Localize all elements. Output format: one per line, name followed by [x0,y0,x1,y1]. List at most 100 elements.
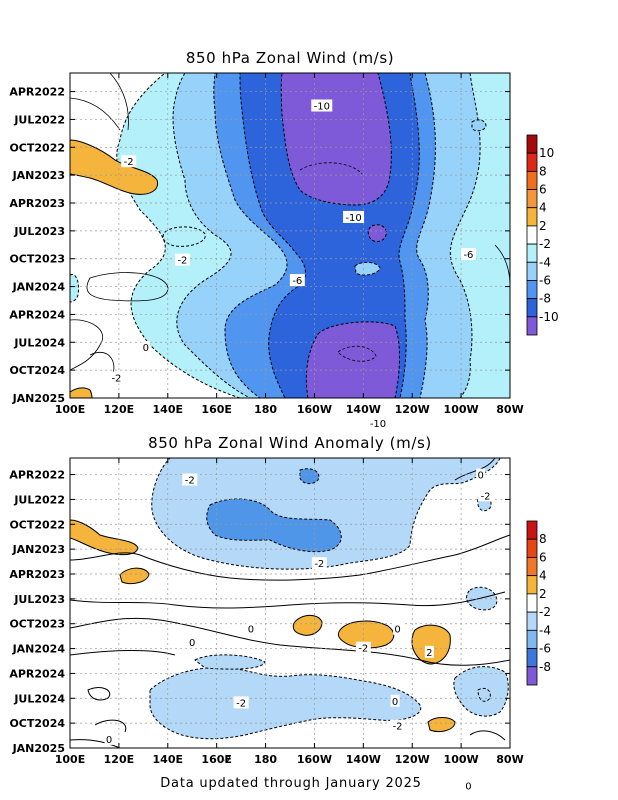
contour-label-bg [390,719,406,732]
top-plot-frame [69,72,511,399]
x-tick-label: 120E [104,753,134,766]
contour-label: 0 [394,625,400,636]
contour-label-bg [246,622,256,635]
y-tick-label: APR2023 [9,568,65,581]
y-tick-label: JUL2024 [13,336,65,349]
colorbar-swatch [526,611,538,631]
colorbar-label: 6 [539,550,547,564]
x-tick-label: 180 [254,403,277,416]
x-tick-label: 140E [153,403,183,416]
top-westerly-1 [70,139,159,195]
bottom-neg-core2 [299,468,320,485]
contour-label: -2 [358,644,368,655]
colorbar-label: -6 [539,642,551,656]
bottom-neg-mid [149,666,422,740]
y-tick-label: APR2023 [9,197,65,210]
bottom-pos-1 [70,519,139,556]
colorbar-swatch [526,261,538,281]
bottom-pos-5 [411,624,451,665]
colorbar-swatch [526,593,538,613]
y-tick-label: OCT2022 [9,141,65,154]
y-tick-label: APR2024 [9,667,65,680]
contour-label-bg [104,732,114,745]
y-tick-label: JAN2023 [12,169,65,182]
colorbar-swatch [526,170,538,190]
contour-label-bg [187,635,197,648]
contour-label-bg [182,473,198,486]
colorbar-swatch [526,189,538,209]
top-gridlines [70,73,510,398]
contour-label-bg [174,253,190,266]
colorbar-label: 4 [539,201,547,215]
bottom-chart-title: 850 hPa Zonal Wind Anomaly (m/s) [148,434,432,452]
y-tick-label: JAN2024 [12,643,66,656]
y-tick-label: APR2022 [9,86,65,99]
contour-label: -2 [111,374,121,385]
bottom-contour-labels: 0 -2 -2 -2 0 0 0 -2 2 -2 0 -2 0 -2 0 [104,468,494,792]
contour-label-bg [311,557,327,570]
bottom-anomaly-field [70,458,510,748]
x-tick-label: 160E [201,403,231,416]
colorbar-label: 2 [539,587,547,601]
contour-label: 0 [248,625,254,636]
x-tick-label: 120W [395,403,430,416]
colorbar-swatch [526,134,538,154]
colorbar-swatch [526,316,538,336]
x-tick-label: 140W [346,403,381,416]
x-tick-label: 100W [444,753,479,766]
colorbar-label: 2 [539,219,547,233]
contour-label-bg [355,641,371,654]
colorbar-label: -8 [539,660,551,674]
top-chart-title: 850 hPa Zonal Wind (m/s) [186,49,394,67]
colorbar-label: -2 [539,605,551,619]
colorbar-swatch [526,280,538,300]
top-axes: 100E 120E 140E 160E 180 160W 140W 120W 100W 80W AP… [9,73,524,416]
colorbar-swatch [526,538,538,558]
x-tick-label: 100W [444,403,479,416]
x-tick-label: 160E [201,753,231,766]
contour-label: 2 [426,648,432,659]
colorbar-swatch [526,243,538,263]
colorbar-swatch [526,152,538,172]
contour-label-bg [460,248,476,261]
contour-label: -10 [345,213,361,224]
contour-label-bg [108,371,124,384]
bottom-neg-mid2 [194,654,266,670]
contour-label: -6 [292,276,302,287]
contour-label-bg [476,468,486,481]
y-tick-label: JUL2024 [13,692,65,705]
colorbar-swatch [526,575,538,595]
contour-label: -10 [314,102,330,113]
bottom-axes: 100E 120E 140E 160E 180 160W 140W 120W 100W 80W AP… [9,458,524,766]
contour-label: -2 [314,559,324,570]
y-tick-label: OCT2023 [9,618,65,631]
colorbar-swatch [526,298,538,318]
colorbar-label: -4 [539,255,551,269]
colorbar-swatch [526,629,538,649]
bottom-neg-core [206,498,342,553]
contour-label-bg [367,417,389,430]
y-tick-label: OCT2023 [9,253,65,266]
colorbar-swatch [526,648,538,668]
y-tick-label: JAN2023 [12,543,65,556]
x-tick-label: 80W [496,753,523,766]
contour-label: 0 [465,781,471,792]
contour-label: 0 [477,471,483,482]
x-tick-label: 100E [55,403,85,416]
colorbar-label: 4 [539,569,547,583]
contour-label-bg [218,752,234,765]
colorbar-label: -8 [539,292,551,306]
bottom-colorbar: 8 6 4 2 -2 -4 -6 -8 [526,520,551,686]
contour-label-bg [390,694,400,707]
contour-label: -2 [221,755,231,766]
x-tick-label: 160W [297,753,332,766]
contour-label: -2 [481,491,491,502]
contour-label: -2 [393,722,403,733]
top-wind-field [70,73,510,398]
top-colorbar: 10 8 6 4 2 -2 -4 -6 -8 -10 [526,134,559,336]
x-tick-label: 80W [496,403,523,416]
colorbar-swatch [526,666,538,686]
colorbar-label: -4 [539,623,551,637]
contour-label-bg [121,155,137,168]
